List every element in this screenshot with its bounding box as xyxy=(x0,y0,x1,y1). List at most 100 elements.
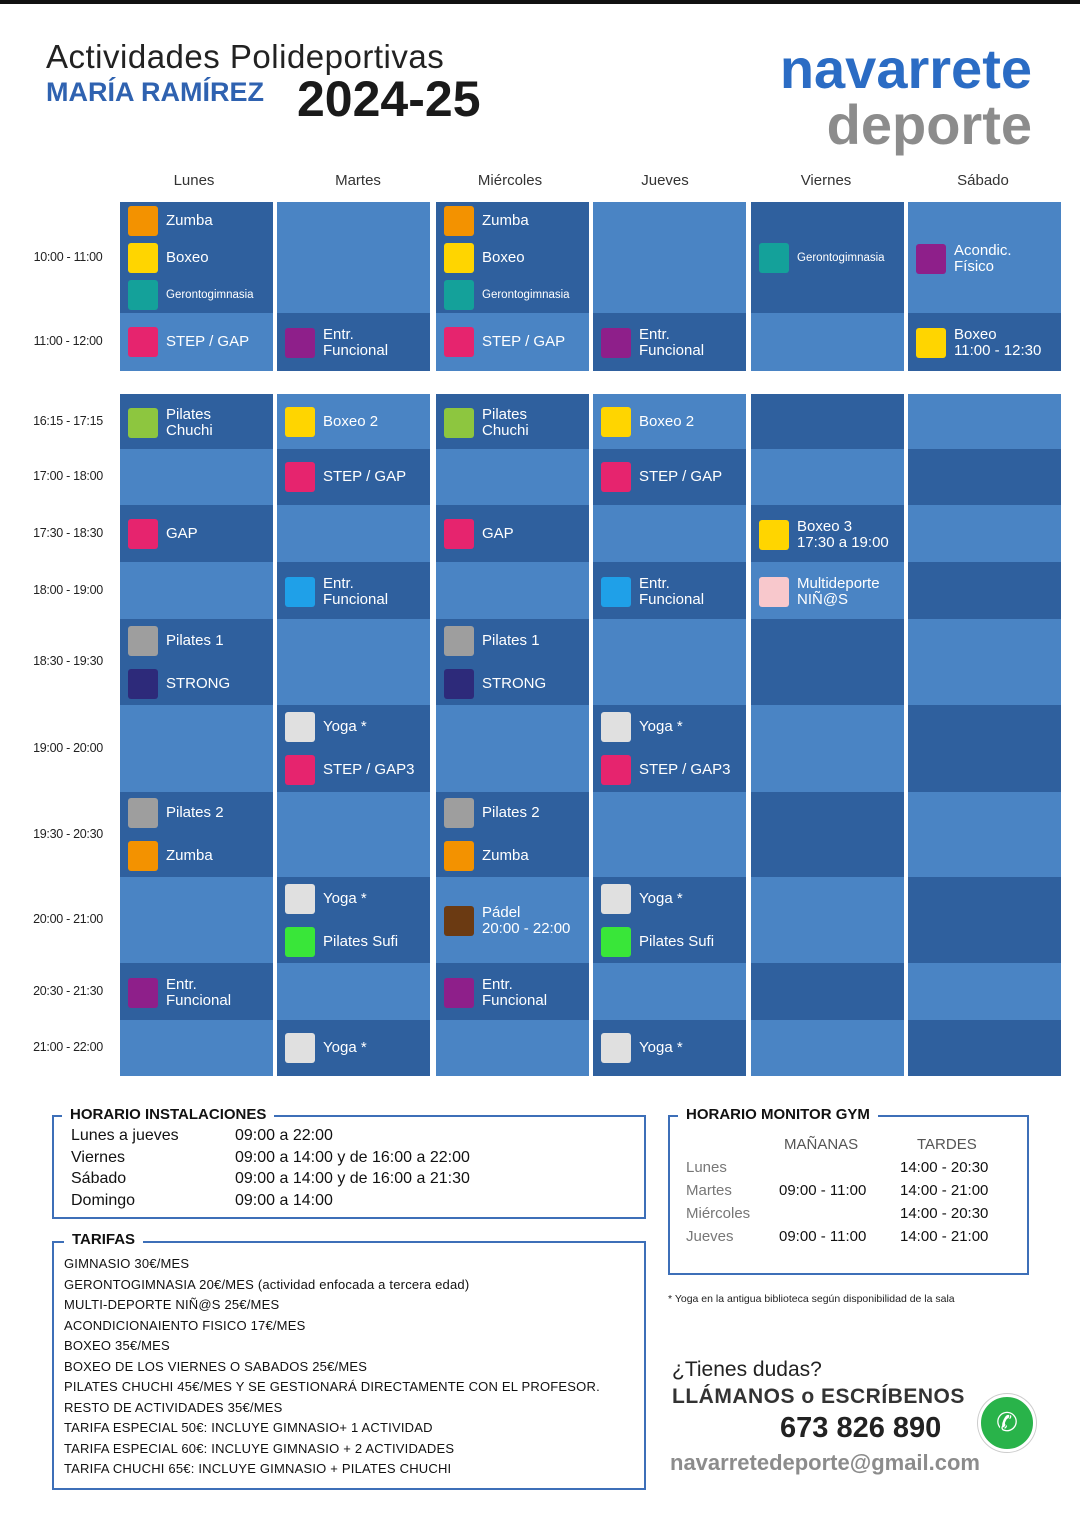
whatsapp-icon[interactable]: ✆ xyxy=(978,1394,1036,1452)
activity-label: STEP / GAP xyxy=(482,333,566,350)
activity-label: Pilates Chuchi xyxy=(166,405,213,439)
gym-day: Jueves xyxy=(686,1228,734,1245)
activity-entry[interactable]: GAP xyxy=(444,518,514,549)
activity-entry[interactable]: Entr. Funcional xyxy=(444,975,548,1009)
season-label: 2024-25 xyxy=(297,71,481,127)
horario-day: Domingo xyxy=(71,1191,136,1209)
activity-entry[interactable]: Yoga * xyxy=(601,711,683,742)
activity-color-swatch xyxy=(285,406,315,437)
activity-entry[interactable]: Zumba xyxy=(444,840,529,871)
activity-entry[interactable]: Gerontogimnasia xyxy=(444,279,570,310)
time-slot-label: 11:00 - 12:00 xyxy=(33,334,103,348)
activity-entry[interactable]: Pilates Chuchi xyxy=(444,406,529,439)
activity-color-swatch xyxy=(444,242,474,273)
activity-entry[interactable]: Pilates 2 xyxy=(444,798,540,829)
activity-color-swatch xyxy=(285,1033,315,1063)
tarifa-row: RESTO DE ACTIVIDADES 35€/MES xyxy=(64,1399,283,1415)
activity-label: Zumba xyxy=(482,846,529,864)
activity-color-swatch xyxy=(444,906,474,936)
activity-entry[interactable]: Yoga * xyxy=(285,1033,367,1063)
activity-entry[interactable]: Pilates Sufi xyxy=(601,926,714,957)
activity-entry[interactable]: Boxeo xyxy=(444,242,525,273)
activity-entry[interactable]: STEP / GAP xyxy=(601,462,722,492)
contact-phone[interactable]: 673 826 890 xyxy=(780,1412,942,1444)
activity-entry[interactable]: Entr. Funcional xyxy=(285,575,388,608)
activity-entry[interactable]: STEP / GAP xyxy=(285,462,406,492)
schedule-cell xyxy=(120,449,273,505)
activity-label: STRONG xyxy=(482,674,547,692)
schedule-cell: STEP / GAP xyxy=(120,313,273,371)
activity-entry[interactable]: STEP / GAP xyxy=(128,327,249,357)
schedule-cell: Zumba Boxeo Gerontogimnasia xyxy=(120,202,273,313)
activity-entry[interactable]: Pilates Sufi xyxy=(285,926,399,957)
activity-entry[interactable]: Multideporte NIÑ@S xyxy=(759,575,880,608)
day-header-2: Miércoles xyxy=(477,172,543,189)
activity-label: STEP / GAP3 xyxy=(323,761,415,779)
page-title: Actividades Polideportivas xyxy=(46,38,445,75)
tarifa-row: ACONDICIONAIENTO FISICO 17€/MES xyxy=(64,1317,306,1333)
activity-entry[interactable]: Entr. Funcional xyxy=(601,327,704,359)
schedule-cell xyxy=(751,792,904,877)
activity-entry[interactable]: Yoga * xyxy=(285,883,367,914)
activity-color-swatch xyxy=(444,279,474,310)
activity-entry[interactable]: Boxeo xyxy=(128,242,209,273)
activity-entry[interactable]: Pilates Chuchi xyxy=(128,405,213,439)
activity-entry[interactable]: Acondic. Físico xyxy=(916,242,1012,275)
gym-col-morning: MAÑANAS xyxy=(784,1136,859,1153)
activity-entry[interactable]: STRONG xyxy=(444,668,547,699)
activity-entry[interactable]: Pádel 20:00 - 22:00 xyxy=(444,905,570,937)
schedule-cell xyxy=(593,792,746,877)
activity-entry[interactable]: GAP xyxy=(128,518,198,549)
schedule-cell: Yoga * xyxy=(593,1020,746,1076)
activity-label: GAP xyxy=(166,524,198,542)
activity-entry[interactable]: Boxeo 2 xyxy=(601,406,694,437)
activity-entry[interactable]: Zumba xyxy=(444,205,529,236)
schedule-cell xyxy=(908,792,1061,877)
activity-entry[interactable]: Entr. Funcional xyxy=(128,976,231,1009)
activity-entry[interactable]: STEP / GAP xyxy=(444,327,565,357)
tarifas-title: TARIFAS xyxy=(64,1231,144,1248)
activity-entry[interactable]: STEP / GAP3 xyxy=(285,755,415,786)
contact-email[interactable]: navarretedeporte@gmail.com xyxy=(670,1450,980,1475)
activity-color-swatch xyxy=(128,518,158,549)
activity-color-swatch xyxy=(444,625,474,656)
activity-color-swatch xyxy=(601,1033,631,1063)
activity-color-swatch xyxy=(444,407,474,438)
horario-hours: 09:00 a 22:00 xyxy=(235,1127,333,1144)
activity-color-swatch xyxy=(285,755,315,786)
gym-afternoon-hours: 14:00 - 20:30 xyxy=(900,1205,989,1222)
activity-label: Boxeo xyxy=(166,248,209,266)
activity-entry[interactable]: Boxeo 2 xyxy=(285,406,378,437)
activity-entry[interactable]: Pilates 2 xyxy=(128,798,224,829)
gym-afternoon-hours: 14:00 - 21:00 xyxy=(900,1182,989,1199)
activity-entry[interactable]: Yoga * xyxy=(601,883,683,914)
activity-entry[interactable]: Yoga * xyxy=(601,1033,683,1063)
activity-entry[interactable]: Entr. Funcional xyxy=(601,575,704,608)
activity-entry[interactable]: Zumba xyxy=(128,840,213,871)
schedule-cell xyxy=(436,705,589,792)
activity-label: Entr. Funcional xyxy=(482,975,548,1009)
activity-entry[interactable]: Pilates 1 xyxy=(444,625,540,656)
activity-entry[interactable]: Boxeo 11:00 - 12:30 xyxy=(916,327,1041,359)
activity-entry[interactable]: Entr. Funcional xyxy=(285,327,388,359)
yoga-footnote: * Yoga en la antigua biblioteca según di… xyxy=(668,1293,955,1305)
activity-label: Yoga * xyxy=(323,889,367,907)
activity-entry[interactable]: Zumba xyxy=(128,205,213,236)
schedule-cell: Zumba Boxeo Gerontogimnasia xyxy=(436,202,589,313)
day-header-1: Martes xyxy=(335,172,381,189)
activity-entry[interactable]: Gerontogimnasia xyxy=(128,279,254,310)
schedule-cell xyxy=(120,877,273,963)
activity-entry[interactable]: Gerontogimnasia xyxy=(759,242,885,273)
gym-day: Martes xyxy=(686,1182,732,1199)
activity-entry[interactable]: STRONG xyxy=(128,668,230,699)
horario-day: Lunes a jueves xyxy=(71,1127,179,1144)
activity-entry[interactable]: Pilates 1 xyxy=(128,625,224,656)
schedule-cell: STEP / GAP xyxy=(436,313,589,371)
activity-label: Pilates Sufi xyxy=(323,932,399,950)
activity-entry[interactable]: Yoga * xyxy=(285,711,367,742)
activity-entry[interactable]: STEP / GAP3 xyxy=(601,755,730,786)
schedule-cell xyxy=(593,619,746,705)
schedule-cell xyxy=(908,877,1061,963)
schedule-cell xyxy=(751,705,904,792)
activity-entry[interactable]: Boxeo 3 17:30 a 19:00 xyxy=(759,518,889,551)
